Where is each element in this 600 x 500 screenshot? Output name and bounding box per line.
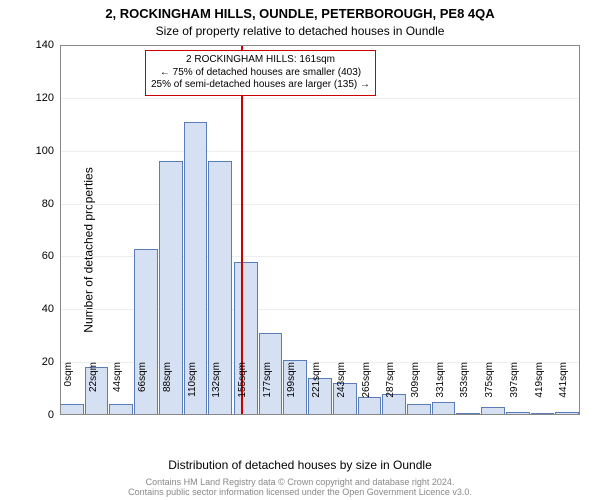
x-tick-label: 177sqm xyxy=(262,362,273,417)
x-tick-label: 375sqm xyxy=(484,362,495,417)
x-tick-label: 221sqm xyxy=(311,362,322,417)
x-axis-label: Distribution of detached houses by size … xyxy=(0,458,600,472)
x-tick-label: 132sqm xyxy=(211,362,222,417)
x-tick-label: 0sqm xyxy=(63,362,74,417)
page-title: 2, ROCKINGHAM HILLS, OUNDLE, PETERBOROUG… xyxy=(0,6,600,21)
y-tick-label: 100 xyxy=(24,145,54,157)
plot-border xyxy=(60,45,580,415)
y-tick-label: 40 xyxy=(24,303,54,315)
y-tick-label: 0 xyxy=(24,409,54,421)
x-tick-label: 331sqm xyxy=(435,362,446,417)
x-tick-label: 44sqm xyxy=(112,362,123,417)
footer-text: Contains HM Land Registry data © Crown c… xyxy=(0,478,600,498)
x-tick-label: 66sqm xyxy=(137,362,148,417)
x-tick-label: 265sqm xyxy=(361,362,372,417)
annotation-box: 2 ROCKINGHAM HILLS: 161sqm ← 75% of deta… xyxy=(145,50,376,96)
page-subtitle: Size of property relative to detached ho… xyxy=(0,24,600,38)
x-tick-label: 419sqm xyxy=(534,362,545,417)
x-tick-label: 88sqm xyxy=(162,362,173,417)
annotation-line: 25% of semi-detached houses are larger (… xyxy=(151,79,370,92)
x-tick-label: 243sqm xyxy=(336,362,347,417)
x-tick-label: 287sqm xyxy=(385,362,396,417)
annotation-line: 2 ROCKINGHAM HILLS: 161sqm xyxy=(151,54,370,67)
y-tick-label: 120 xyxy=(24,92,54,104)
chart-container: 2, ROCKINGHAM HILLS, OUNDLE, PETERBOROUG… xyxy=(0,0,600,500)
x-tick-label: 199sqm xyxy=(286,362,297,417)
x-tick-label: 110sqm xyxy=(187,362,198,417)
x-tick-label: 155sqm xyxy=(237,362,248,417)
y-tick-label: 140 xyxy=(24,39,54,51)
x-tick-label: 309sqm xyxy=(410,362,421,417)
y-tick-label: 80 xyxy=(24,198,54,210)
x-tick-label: 441sqm xyxy=(558,362,569,417)
y-tick-label: 60 xyxy=(24,250,54,262)
x-tick-label: 397sqm xyxy=(509,362,520,417)
y-tick-label: 20 xyxy=(24,356,54,368)
footer-line: Contains public sector information licen… xyxy=(0,488,600,498)
x-tick-label: 353sqm xyxy=(459,362,470,417)
annotation-line: ← 75% of detached houses are smaller (40… xyxy=(151,67,370,80)
x-tick-label: 22sqm xyxy=(88,362,99,417)
plot-area: 2 ROCKINGHAM HILLS: 161sqm ← 75% of deta… xyxy=(60,45,580,415)
